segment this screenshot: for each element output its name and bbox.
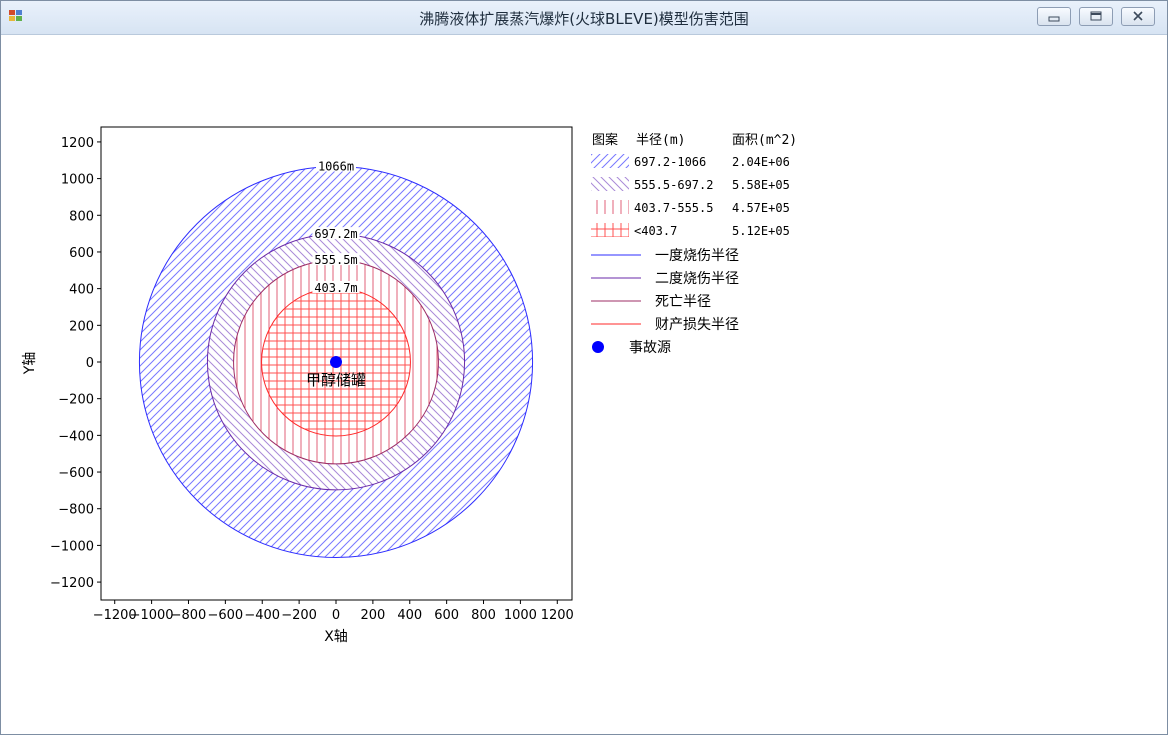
legend-header-area: 面积(m^2) — [732, 133, 797, 148]
x-tick-label-9: 600 — [434, 608, 459, 623]
x-tick-label-4: −400 — [244, 608, 280, 623]
y-tick-label-8: −400 — [58, 429, 94, 444]
legend-source-marker — [592, 341, 604, 353]
legend-swatch-3 — [591, 223, 629, 237]
app-icon — [9, 10, 23, 23]
y-tick-label-11: −1000 — [50, 539, 94, 554]
y-tick-label-6: 0 — [86, 356, 94, 371]
rings-layer: 1066m 697.2m 555.5m 403.7m — [138, 159, 534, 559]
x-tick-label-2: −800 — [171, 608, 207, 623]
x-tick-label-7: 200 — [360, 608, 385, 623]
radius-label-3: 403.7m — [314, 281, 357, 295]
minimize-button[interactable] — [1037, 7, 1071, 26]
legend-header-radius: 半径(m) — [636, 133, 685, 148]
legend-area-2: 4.57E+05 — [732, 201, 790, 215]
x-tick-label-11: 1000 — [504, 608, 537, 623]
close-icon — [1133, 11, 1143, 21]
x-tick-label-3: −600 — [208, 608, 244, 623]
y-tick-label-9: −600 — [58, 466, 94, 481]
chart: 1066m 697.2m 555.5m 403.7m 1200 1000 800 600 40… — [22, 126, 797, 645]
legend-source-label: 事故源 — [629, 340, 671, 356]
legend-line-label-1: 二度烧伤半径 — [655, 271, 739, 287]
x-axis-label: X轴 — [324, 629, 348, 645]
x-tick-label-0: −1200 — [93, 608, 137, 623]
y-axis: 1200 1000 800 600 400 200 0 −200 −400 −600 −800 −10… — [50, 136, 101, 591]
y-tick-label-3: 600 — [69, 246, 94, 261]
minimize-icon — [1048, 16, 1060, 22]
legend: 图案 半径(m) 面积(m^2) 697.2-1066 2.04E+06 555.5… — [591, 133, 797, 356]
radius-label-bg-0 — [316, 159, 356, 172]
radius-label-bg-2 — [312, 253, 360, 266]
legend-header-pattern: 图案 — [592, 133, 618, 148]
y-tick-label-2: 800 — [69, 209, 94, 224]
legend-radius-0: 697.2-1066 — [634, 155, 706, 169]
window-title: 沸腾液体扩展蒸汽爆炸(火球BLEVE)模型伤害范围 — [419, 10, 749, 28]
legend-radius-3: <403.7 — [634, 224, 677, 238]
y-tick-label-10: −800 — [58, 503, 94, 518]
y-tick-label-12: −1200 — [50, 576, 94, 591]
x-tick-label-1: −1000 — [130, 608, 174, 623]
accident-source-marker — [330, 356, 342, 368]
legend-line-label-0: 一度烧伤半径 — [655, 248, 739, 264]
y-tick-label-1: 1000 — [61, 173, 94, 188]
radius-label-bg-3 — [312, 280, 360, 293]
legend-area-3: 5.12E+05 — [732, 224, 790, 238]
x-tick-label-8: 400 — [397, 608, 422, 623]
legend-line-label-2: 死亡半径 — [655, 294, 711, 310]
y-tick-label-4: 400 — [69, 283, 94, 298]
legend-area-0: 2.04E+06 — [732, 155, 790, 169]
x-tick-label-10: 800 — [471, 608, 496, 623]
x-axis: −1200−1000−800 −600 −400 −200 0 200 400 600 800 1… — [93, 600, 574, 623]
legend-radius-2: 403.7-555.5 — [634, 201, 713, 215]
radius-label-bg-1 — [312, 227, 360, 240]
source-label: 甲醇储罐 — [306, 371, 366, 389]
legend-radius-1: 555.5-697.2 — [634, 178, 713, 192]
maximize-button[interactable] — [1079, 7, 1113, 26]
legend-line-label-3: 财产损失半径 — [655, 317, 739, 333]
legend-area-1: 5.58E+05 — [732, 178, 790, 192]
maximize-icon — [1090, 11, 1102, 21]
y-tick-label-5: 200 — [69, 319, 94, 334]
x-tick-label-12: 1200 — [541, 608, 574, 623]
legend-swatch-0 — [591, 154, 629, 168]
legend-swatch-2 — [591, 200, 629, 214]
y-axis-label: Y轴 — [22, 352, 38, 376]
close-button[interactable] — [1121, 7, 1155, 26]
legend-swatch-1 — [591, 177, 629, 191]
y-tick-label-0: 1200 — [61, 136, 94, 151]
title-bar[interactable]: 沸腾液体扩展蒸汽爆炸(火球BLEVE)模型伤害范围 — [1, 1, 1167, 35]
y-tick-label-7: −200 — [58, 393, 94, 408]
radius-label-0: 1066m — [318, 159, 354, 173]
client-area: 1066m 697.2m 555.5m 403.7m 1200 1000 800 600 40… — [1, 35, 1167, 734]
x-tick-label-5: −200 — [281, 608, 317, 623]
x-tick-label-6: 0 — [332, 608, 340, 623]
radius-label-1: 697.2m — [314, 227, 357, 241]
radius-label-2: 555.5m — [314, 253, 357, 267]
